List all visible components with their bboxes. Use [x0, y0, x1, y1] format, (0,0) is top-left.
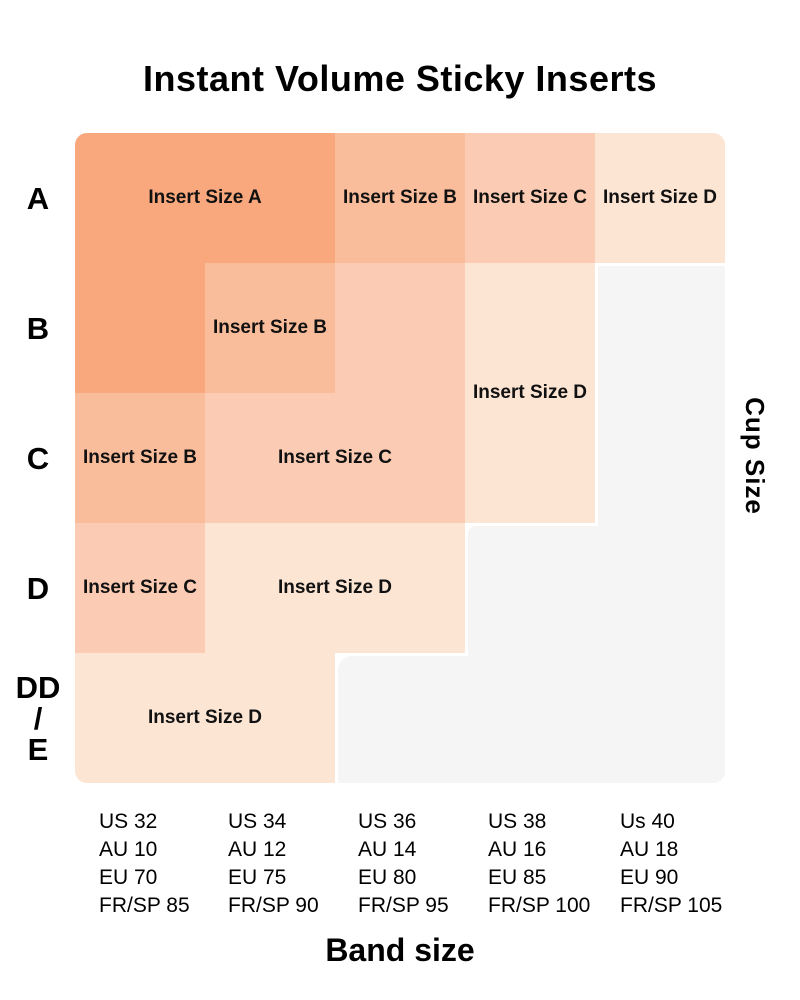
insert-size-label: Insert Size B	[342, 187, 458, 208]
band-size-line: Us 40	[620, 810, 675, 833]
band-size-line: EU 80	[358, 866, 417, 889]
band-size-group-40: Us 40 AU 18 EU 90 FR/SP 105	[620, 808, 748, 920]
band-size-line: US 32	[99, 810, 158, 833]
insert-size-label: Insert Size B	[82, 447, 198, 468]
region-insert-b	[205, 263, 335, 393]
band-size-group-34: US 34 AU 12 EU 75 FR/SP 90	[228, 808, 356, 920]
band-size-line: FR/SP 90	[228, 894, 319, 917]
band-size-line: US 36	[358, 810, 417, 833]
region-insert-b	[75, 393, 205, 523]
insert-size-label: Insert Size D	[472, 382, 588, 403]
band-size-line: AU 10	[99, 838, 158, 861]
band-size-line: EU 90	[620, 866, 679, 889]
band-size-line: EU 85	[488, 866, 547, 889]
insert-size-label: Insert Size D	[277, 577, 393, 598]
region-no-insert	[338, 656, 725, 783]
band-size-line: US 38	[488, 810, 547, 833]
insert-size-label: Insert Size C	[277, 447, 393, 468]
region-insert-d	[465, 263, 595, 523]
region-insert-c	[335, 263, 465, 393]
insert-size-label: Insert Size B	[212, 317, 328, 338]
chart-grid: Insert Size A Insert Size B Insert Size C I…	[75, 133, 725, 783]
region-insert-c	[205, 393, 465, 523]
region-insert-a	[75, 133, 335, 263]
cup-size-label-b: B	[26, 310, 50, 346]
band-size-line: EU 70	[99, 866, 158, 889]
cup-size-label-a: A	[26, 180, 50, 216]
x-axis-tick-labels: US 32 AU 10 EU 70 FR/SP 85 US 34 AU 12 E…	[75, 808, 725, 928]
cup-size-label-dd-e: DD / E	[15, 669, 61, 767]
region-insert-d	[75, 653, 335, 783]
region-insert-d	[595, 133, 725, 263]
band-size-line: AU 14	[358, 838, 417, 861]
region-insert-a	[75, 263, 205, 393]
cup-size-label-d: D	[26, 570, 50, 606]
region-insert-b	[335, 133, 465, 263]
region-insert-d	[205, 523, 465, 653]
band-size-group-32: US 32 AU 10 EU 70 FR/SP 85	[99, 808, 227, 920]
insert-size-label: Insert Size C	[82, 577, 198, 598]
cup-size-label-c: C	[26, 440, 50, 476]
band-size-line: FR/SP 100	[488, 894, 591, 917]
band-size-line: FR/SP 105	[620, 894, 723, 917]
region-insert-c	[75, 523, 205, 653]
region-insert-c	[465, 133, 595, 263]
band-size-line: FR/SP 85	[99, 894, 190, 917]
y-axis-tick-labels: A B C D DD / E	[6, 133, 70, 783]
insert-size-label: Insert Size A	[148, 187, 262, 208]
insert-size-label: Insert Size D	[147, 707, 263, 728]
band-size-line: US 34	[228, 810, 287, 833]
insert-size-label: Insert Size C	[472, 187, 588, 208]
page-title: Instant Volume Sticky Inserts	[143, 58, 657, 99]
x-axis-title: Band size	[325, 932, 475, 968]
y-axis-title: Cup Size	[740, 397, 771, 515]
band-size-group-36: US 36 AU 14 EU 80 FR/SP 95	[358, 808, 486, 920]
band-size-line: AU 12	[228, 838, 287, 861]
band-size-line: FR/SP 95	[358, 894, 449, 917]
band-size-line: EU 75	[228, 866, 287, 889]
band-size-group-38: US 38 AU 16 EU 85 FR/SP 100	[488, 808, 616, 920]
band-size-line: AU 16	[488, 838, 547, 861]
band-size-line: AU 18	[620, 838, 679, 861]
insert-size-label: Insert Size D	[602, 187, 718, 208]
